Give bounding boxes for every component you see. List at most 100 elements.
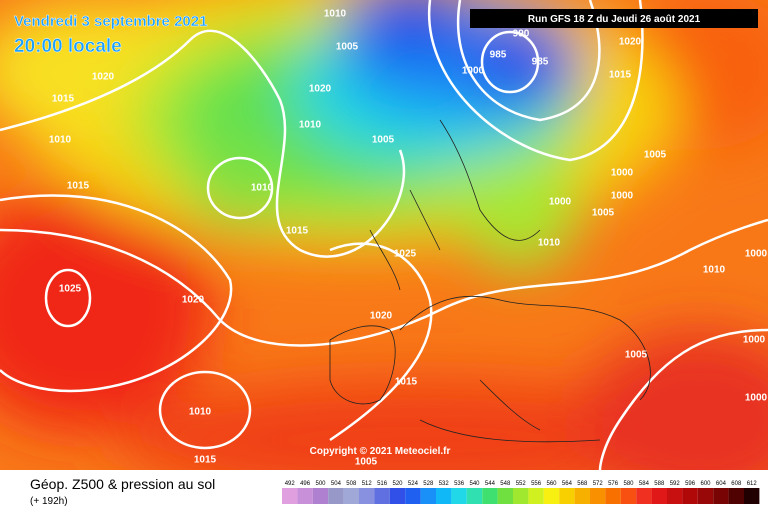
isobar-label: 1005 (336, 42, 359, 53)
isobar-label: 1000 (743, 335, 766, 346)
legend-swatch (605, 488, 621, 504)
legend-label: 568 (577, 481, 588, 487)
isobar-label: 1005 (355, 457, 378, 468)
isobar-label: 1010 (324, 9, 347, 20)
isobar-label: 1010 (299, 120, 322, 131)
isobar-label: 1020 (619, 37, 642, 48)
legend-swatch (713, 488, 729, 504)
legend-swatch (451, 488, 467, 504)
isobar-label: 1010 (189, 407, 212, 418)
isobar-label: 1015 (395, 377, 418, 388)
legend-label: 520 (392, 481, 403, 487)
isobar-label: 1000 (549, 197, 572, 208)
legend-label: 604 (716, 481, 727, 487)
legend-label: 612 (747, 481, 758, 487)
isobar-label: 1025 (59, 284, 82, 295)
legend-label: 500 (315, 481, 326, 487)
isobar-label: 1010 (251, 183, 274, 194)
isobar-label: 1025 (394, 249, 417, 260)
legend-label: 516 (377, 481, 388, 487)
color-legend: 492 496 500 504 508 512 516 520 524 528 532 536 540 5… (282, 481, 760, 504)
isobar-label: 985 (532, 57, 549, 68)
run-info: Run GFS 18 Z du Jeudi 26 août 2021 (528, 14, 701, 25)
legend-swatch (436, 488, 452, 504)
isobar-label: 1005 (644, 150, 667, 161)
isobar-label: 985 (490, 50, 507, 61)
isobar-label: 1015 (52, 94, 75, 105)
legend-label: 492 (285, 481, 296, 487)
legend-swatch (389, 488, 406, 504)
legend-label: 564 (562, 481, 573, 487)
isobar-labels: 1010 1005 990 985 985 1020 1015 1020 1015 1010 101… (49, 9, 768, 468)
legend-label: 588 (654, 481, 665, 487)
isobar-label: 1010 (703, 265, 726, 276)
isobar-label: 990 (513, 29, 530, 40)
isobar-label: 1010 (49, 135, 72, 146)
legend-label: 592 (670, 481, 681, 487)
isobars (0, 0, 768, 470)
coastlines (329, 119, 651, 443)
legend-swatch (559, 488, 575, 504)
legend-label: 596 (685, 481, 696, 487)
isobar-label: 1000 (462, 66, 485, 77)
isobar-label: 1005 (625, 350, 648, 361)
isobar-label: 1020 (370, 311, 393, 322)
map-date: Vendredi 3 septembre 2021 (14, 13, 207, 30)
legend-swatch (297, 488, 313, 504)
legend-label: 532 (439, 481, 450, 487)
run-box (470, 9, 758, 28)
isobar-label: 1020 (92, 72, 115, 83)
legend-swatch (744, 488, 760, 504)
legend-swatch (651, 488, 667, 504)
legend-label: 572 (593, 481, 604, 487)
legend-swatch (466, 488, 483, 504)
legend-swatch (728, 488, 744, 504)
isobar-label: 1010 (538, 238, 561, 249)
isobar-label: 1015 (67, 181, 90, 192)
legend-swatch (697, 488, 714, 504)
legend-label: 540 (469, 481, 480, 487)
legend-swatch (343, 488, 359, 504)
isobar-label: 1015 (286, 226, 309, 237)
legend-label: 536 (454, 481, 465, 487)
isobar-label: 1000 (745, 393, 768, 404)
footer-title: Géop. Z500 & pression au sol (30, 476, 215, 492)
isobar-label: 1015 (609, 70, 632, 81)
legend-swatch (497, 488, 513, 504)
legend-swatch (482, 488, 498, 504)
isobar-label: 1005 (372, 135, 395, 146)
legend-label: 508 (346, 481, 357, 487)
legend-swatch (282, 488, 298, 504)
legend-swatch (420, 488, 436, 504)
legend-label: 544 (485, 481, 496, 487)
isobar-label: 1000 (611, 191, 634, 202)
legend-swatch (667, 488, 683, 504)
legend-label: 552 (516, 481, 527, 487)
legend-label: 528 (423, 481, 434, 487)
isobar-label: 1000 (611, 168, 634, 179)
isobar-label: 1015 (194, 455, 217, 466)
legend-swatch (374, 488, 390, 504)
legend-label: 556 (531, 481, 542, 487)
isobar-label: 1005 (592, 208, 615, 219)
legend-label: 560 (546, 481, 557, 487)
legend-swatch (636, 488, 652, 504)
map-time: 20:00 locale (14, 36, 122, 57)
legend-label: 504 (331, 481, 342, 487)
legend-swatch (590, 488, 606, 504)
copyright: Copyright © 2021 Meteociel.fr (310, 446, 451, 457)
legend-label: 512 (362, 481, 373, 487)
legend-swatch (513, 488, 529, 504)
footer-lead: (+ 192h) (30, 496, 68, 507)
legend-swatch (528, 488, 544, 504)
legend-label: 548 (500, 481, 511, 487)
isobar-label: 1020 (309, 84, 332, 95)
isobar-label: 1000 (745, 249, 768, 260)
legend-swatch (543, 488, 560, 504)
legend-label: 496 (300, 481, 311, 487)
legend-label: 524 (408, 481, 419, 487)
legend-label: 576 (608, 481, 619, 487)
legend-label: 584 (639, 481, 650, 487)
